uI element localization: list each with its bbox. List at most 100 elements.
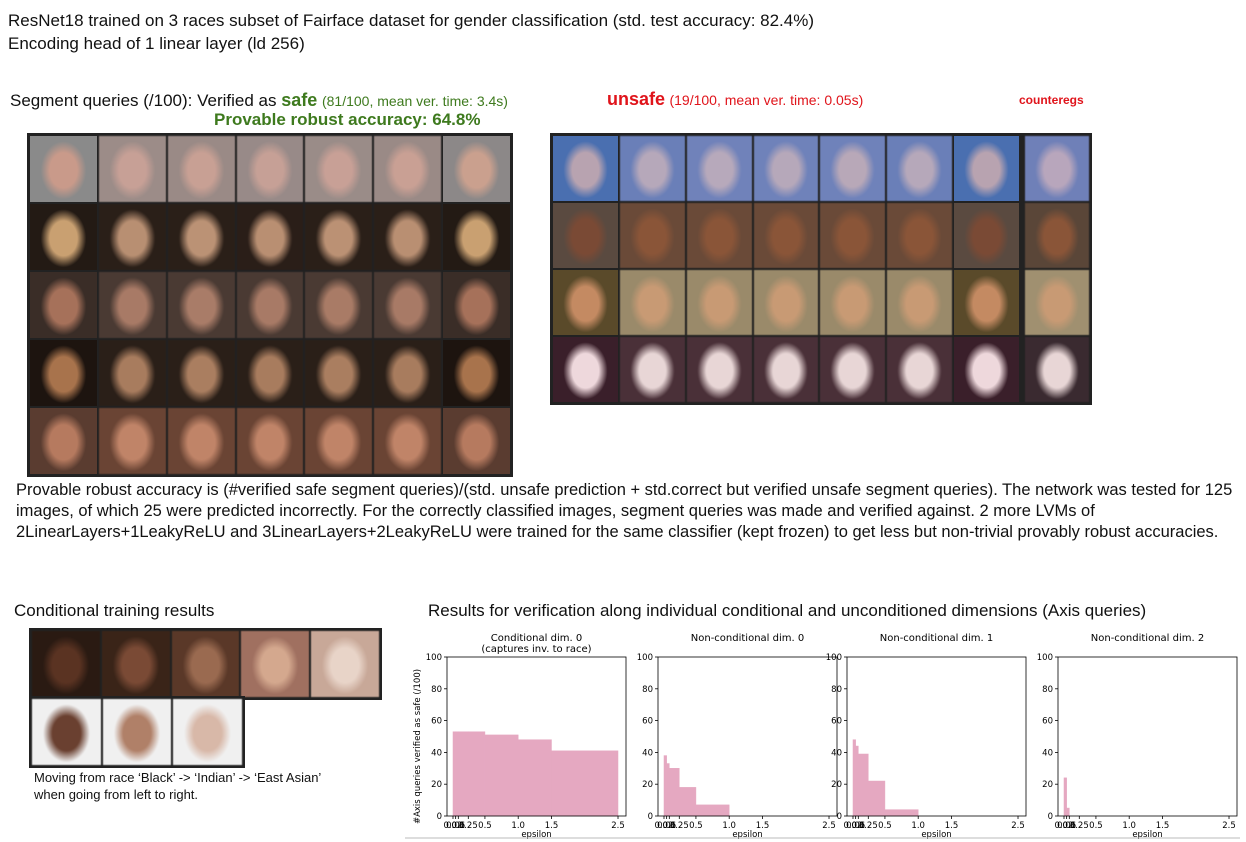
face-image <box>442 339 511 407</box>
chart-title: Non-conditional dim. 1 <box>880 633 993 644</box>
bar <box>868 780 886 817</box>
y-tick-label: 20 <box>1042 780 1053 790</box>
conditional-caption-line-1: Moving from race ‘Black’ -> ‘Indian’ -> … <box>34 770 322 785</box>
conditional-caption-line-2: when going from left to right. <box>34 787 199 802</box>
conditional-caption: Moving from race ‘Black’ -> ‘Indian’ -> … <box>34 769 321 803</box>
x-tick-label: 2.5 <box>1222 821 1236 831</box>
face-image <box>29 271 98 339</box>
face-image <box>752 336 820 403</box>
plot-frame <box>446 656 627 817</box>
face-image <box>886 269 954 336</box>
face-image <box>552 269 619 336</box>
face-image <box>819 135 887 202</box>
face-image <box>304 339 374 407</box>
face-image <box>819 336 887 403</box>
plot-frame <box>657 656 838 817</box>
y-tick-label: 60 <box>1042 717 1053 727</box>
x-axis-label: epsilon <box>921 830 951 840</box>
plot-frame <box>846 656 1027 817</box>
bar <box>455 731 459 817</box>
face-image <box>235 407 305 475</box>
face-image <box>235 135 305 203</box>
x-tick-label: 0.25 <box>859 821 878 831</box>
face-image <box>304 271 374 339</box>
x-tick-label: 0.06 <box>846 821 865 831</box>
face-image <box>552 135 619 202</box>
face-image <box>819 202 887 269</box>
conditional-face-image <box>100 630 171 698</box>
header-line-1: ResNet18 trained on 3 races subset of Fa… <box>8 11 815 30</box>
face-image <box>166 339 236 407</box>
face-image <box>552 202 619 269</box>
face-image <box>953 135 1020 202</box>
x-tick-label: 2.5 <box>611 821 625 831</box>
bar <box>484 734 519 817</box>
conditional-faces-row-2 <box>29 696 245 768</box>
y-tick-label: 80 <box>642 685 653 695</box>
face-image <box>685 336 753 403</box>
y-tick-label: 40 <box>1042 748 1053 758</box>
x-tick-label: 1.5 <box>756 821 770 831</box>
chart-title: Non-conditional dim. 2 <box>1091 633 1204 644</box>
bar <box>666 763 670 817</box>
face-image <box>819 269 887 336</box>
x-tick-label: 0.5 <box>478 821 492 831</box>
face-image <box>97 339 167 407</box>
conditional-face-image <box>170 630 241 698</box>
face-image <box>166 135 236 203</box>
x-tick-label: 0.1 <box>1063 821 1077 831</box>
x-tick-label: 0.25 <box>670 821 689 831</box>
y-tick-label: 60 <box>431 717 442 727</box>
safe-label: safe <box>281 90 318 110</box>
y-tick-label: 20 <box>642 780 653 790</box>
face-image <box>97 135 167 203</box>
face-image <box>304 203 374 271</box>
conditional-title: Conditional training results <box>14 601 215 620</box>
face-image <box>752 269 820 336</box>
face-image <box>442 135 511 203</box>
face-image <box>886 135 954 202</box>
x-tick-label: 0.25 <box>1070 821 1089 831</box>
face-image <box>618 269 686 336</box>
x-tick-label: 0.1 <box>663 821 677 831</box>
y-tick-label: 80 <box>1042 685 1053 695</box>
face-image <box>442 271 511 339</box>
unsafe-title: unsafe (19/100, mean ver. time: 0.05s) <box>607 89 863 110</box>
face-image <box>373 135 443 203</box>
segment-title-prefix: Segment queries (/100): Verified as <box>10 91 282 110</box>
bar <box>855 745 859 817</box>
bar <box>517 739 552 817</box>
bar <box>452 731 456 817</box>
y-tick-label: 80 <box>431 685 442 695</box>
x-tick-label: 0.02 <box>655 821 674 831</box>
y-tick-label: 0 <box>437 812 442 822</box>
y-tick-label: 20 <box>831 780 842 790</box>
x-axis-label: epsilon <box>732 830 762 840</box>
y-tick-label: 100 <box>637 653 653 663</box>
face-image <box>29 339 98 407</box>
face-image <box>953 202 1020 269</box>
face-image <box>618 202 686 269</box>
face-image <box>953 336 1020 403</box>
x-tick-label: 0.02 <box>1055 821 1074 831</box>
x-tick-label: 0.1 <box>852 821 866 831</box>
bar <box>1063 777 1067 817</box>
y-tick-label: 0 <box>1048 812 1053 822</box>
face-image <box>373 339 443 407</box>
face-image <box>886 336 954 403</box>
face-image <box>442 407 511 475</box>
face-image <box>29 135 98 203</box>
axis-results-title: Results for verification along individua… <box>428 601 1147 620</box>
counterexamples-label: counteregs <box>1019 93 1084 107</box>
robust-accuracy: Provable robust accuracy: 64.8% <box>214 110 481 129</box>
y-tick-label: 100 <box>426 653 442 663</box>
counterexample-face-column <box>1022 133 1092 405</box>
x-tick-label: 0.5 <box>1089 821 1103 831</box>
bar <box>679 787 697 817</box>
y-axis-label: #Axis queries verified as safe (/100) <box>413 669 423 824</box>
chart-title: Conditional dim. 0 <box>491 633 582 644</box>
bar <box>695 804 730 817</box>
x-tick-label: 1.0 <box>1122 821 1136 831</box>
bar <box>884 809 919 817</box>
